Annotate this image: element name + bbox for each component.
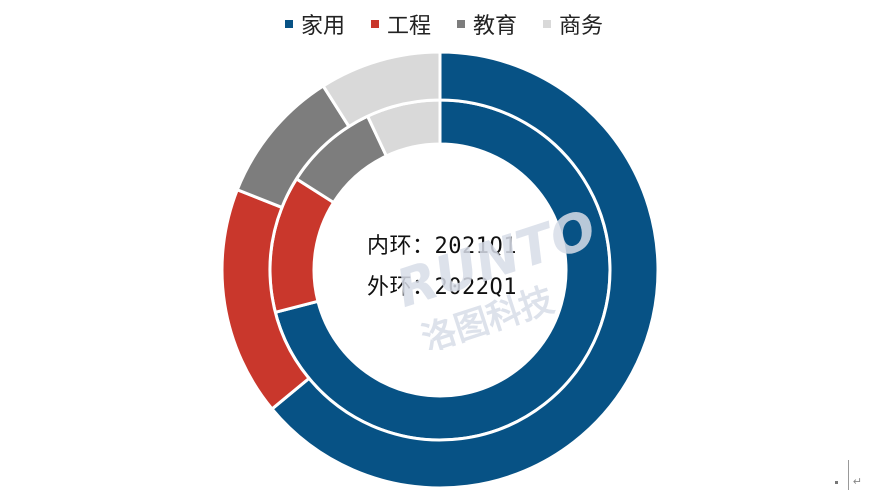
outer-ring-slice-0 <box>269 50 660 490</box>
outer-ring-label: 外环：2022Q1 <box>367 275 517 300</box>
legend-swatch-education <box>457 20 465 28</box>
outer-ring-slice-3 <box>321 50 442 129</box>
corner-dot <box>835 481 838 484</box>
legend-label-business: 商务 <box>559 14 604 39</box>
paragraph-mark: ↵ <box>852 475 862 488</box>
inner-ring-label: 内环：2021Q1 <box>367 234 517 259</box>
legend-swatch-business <box>543 20 552 28</box>
legend-item-home: 家用 <box>284 8 345 40</box>
chart-legend: 家用 工程 教育 商务 <box>0 8 888 40</box>
legend-item-education: 教育 <box>457 8 517 40</box>
legend-swatch-home <box>284 20 293 28</box>
legend-swatch-engineering <box>370 20 379 28</box>
legend-item-engineering: 工程 <box>370 8 431 40</box>
legend-item-business: 商务 <box>543 8 603 40</box>
legend-label-home: 家用 <box>300 14 345 39</box>
legend-label-engineering: 工程 <box>386 14 431 39</box>
cursor-line <box>848 460 849 490</box>
legend-label-education: 教育 <box>473 14 518 39</box>
